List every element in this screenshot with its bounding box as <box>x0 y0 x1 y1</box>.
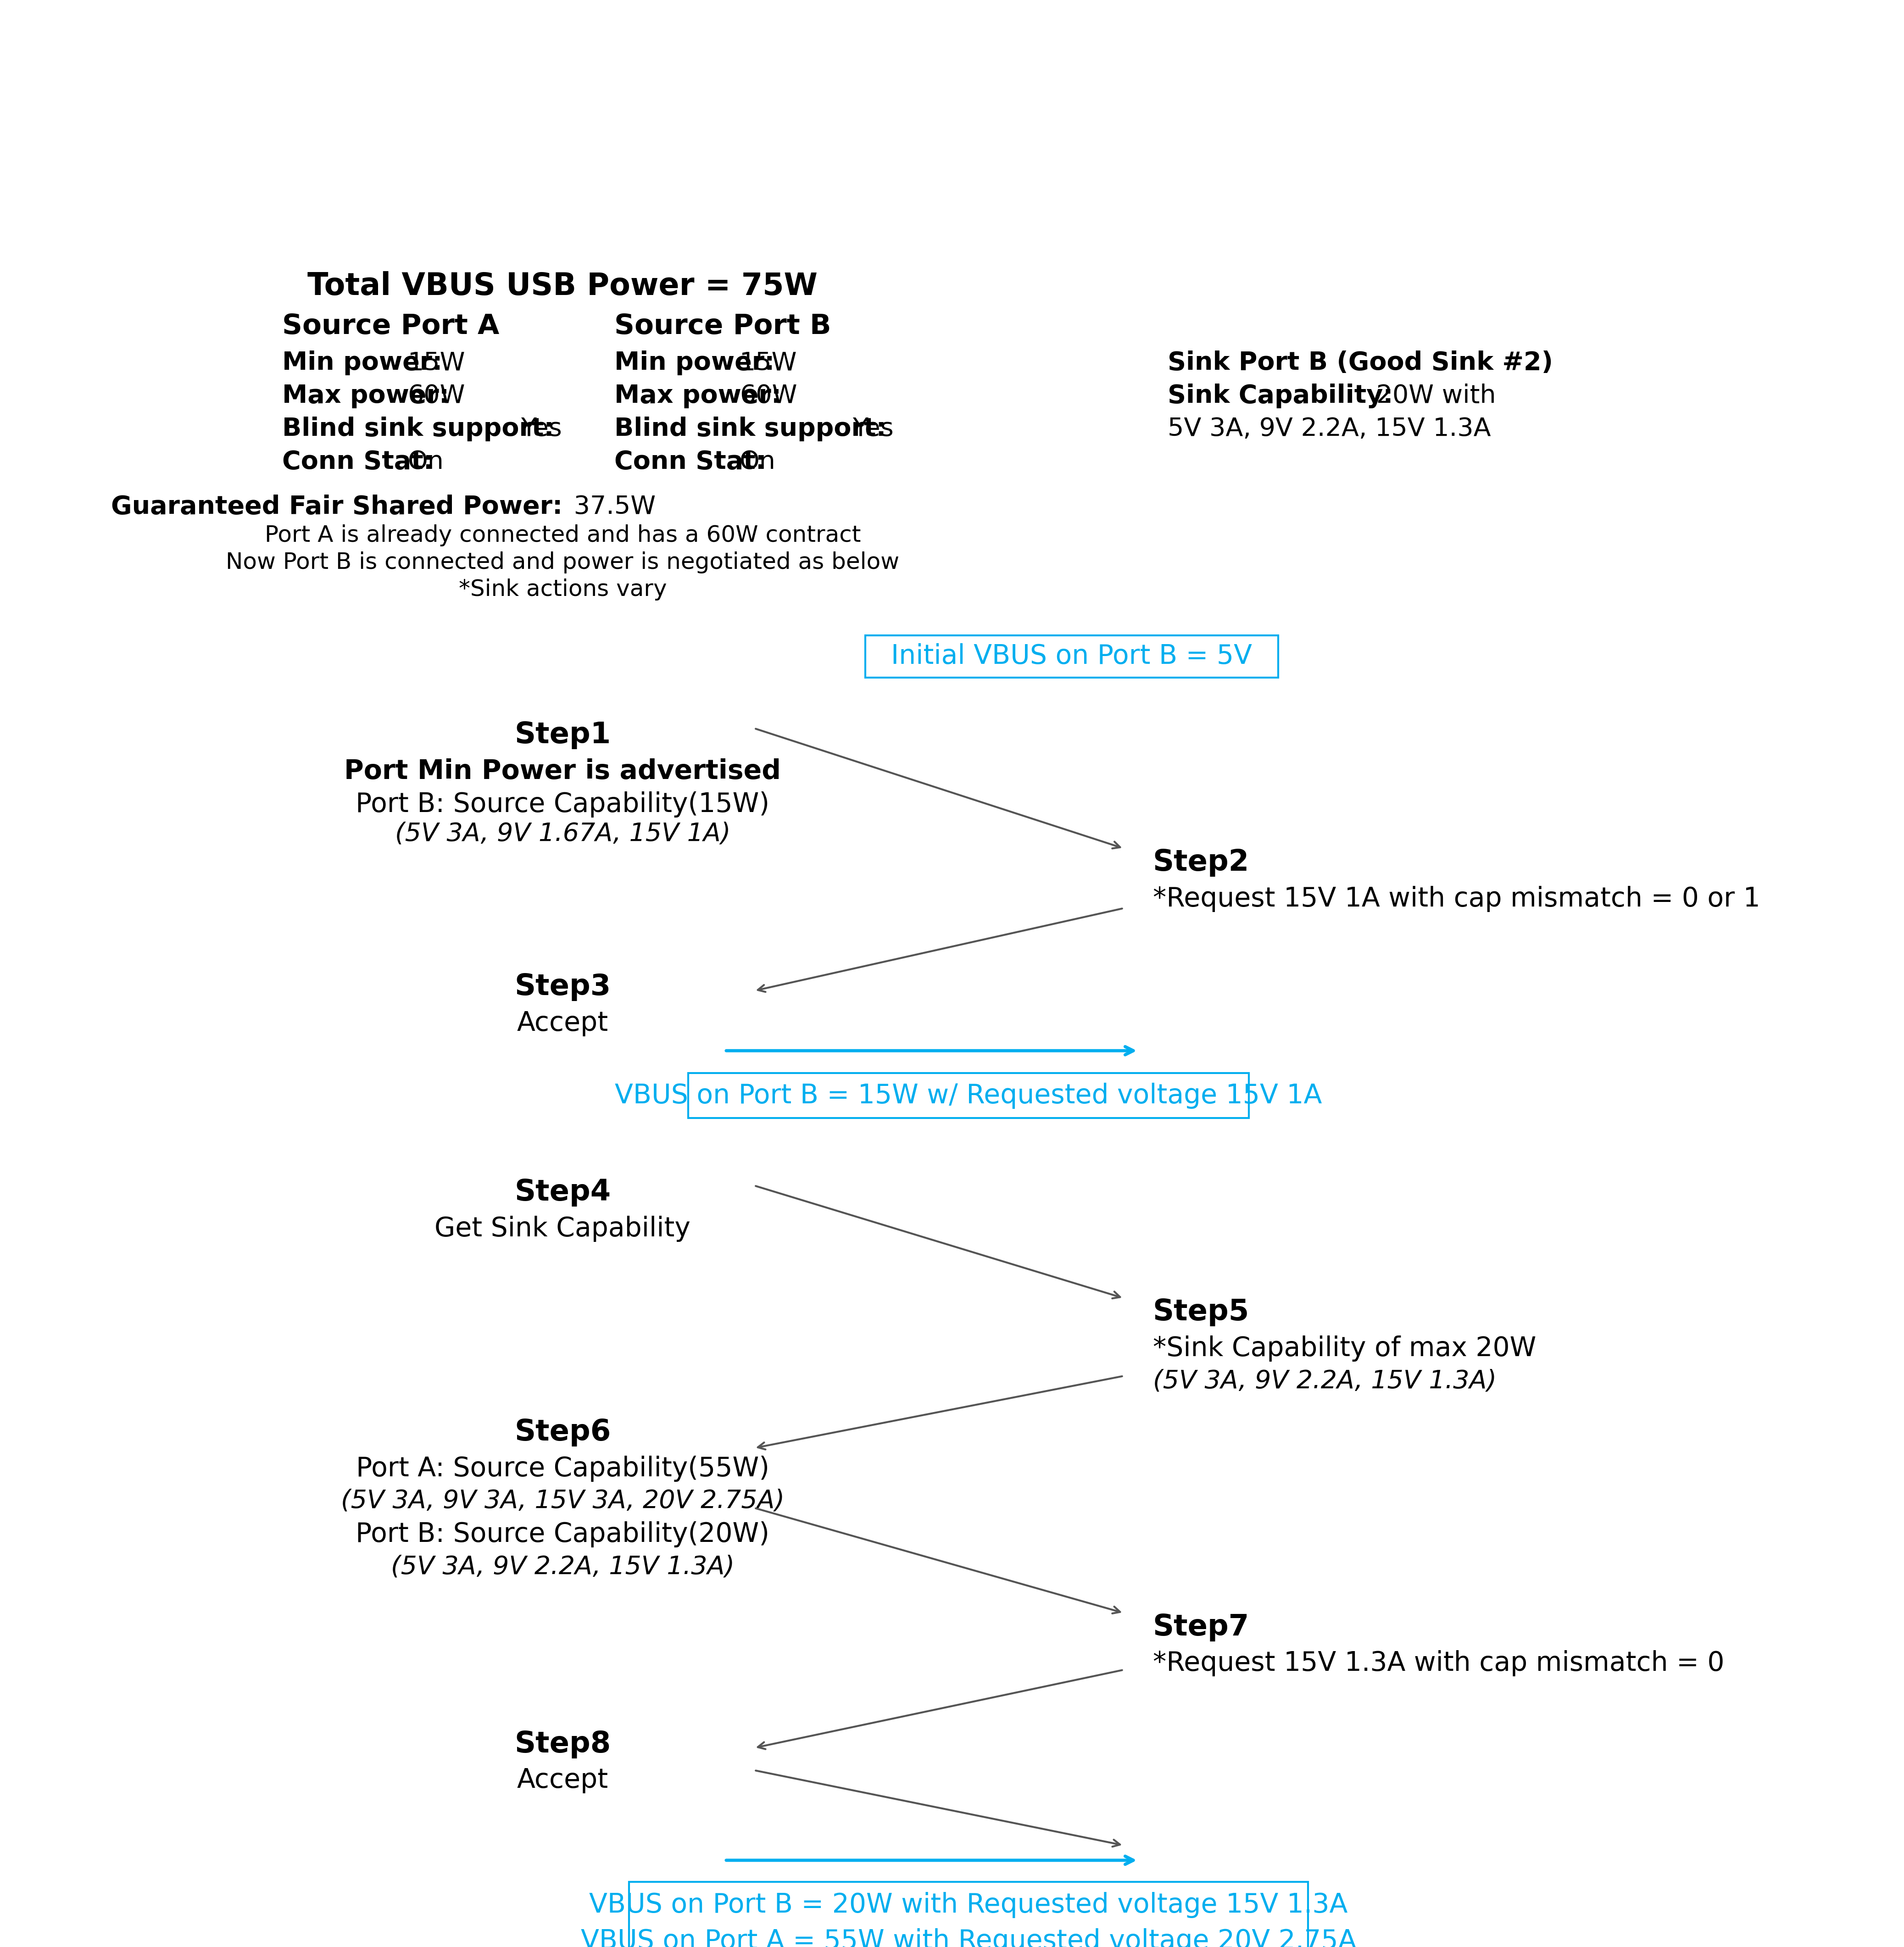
Bar <box>687 1073 1249 1118</box>
Text: Step8: Step8 <box>514 1729 611 1758</box>
Text: Max power:: Max power: <box>615 384 781 409</box>
Text: Now Port B is connected and power is negotiated as below: Now Port B is connected and power is neg… <box>227 551 899 574</box>
Text: Accept: Accept <box>518 1768 607 1793</box>
Text: 20W with: 20W with <box>1369 384 1497 409</box>
Text: (5V 3A, 9V 3A, 15V 3A, 20V 2.75A): (5V 3A, 9V 3A, 15V 3A, 20V 2.75A) <box>341 1488 784 1513</box>
Text: Source Port A: Source Port A <box>282 313 499 341</box>
Text: Port A is already connected and has a 60W contract: Port A is already connected and has a 60… <box>265 524 861 547</box>
Text: Port Min Power is advertised: Port Min Power is advertised <box>345 759 781 785</box>
Text: Yes: Yes <box>520 417 562 442</box>
Bar <box>628 1883 1308 1947</box>
Text: 60W: 60W <box>739 384 798 409</box>
Text: 15W: 15W <box>739 350 798 376</box>
Text: (5V 3A, 9V 2.2A, 15V 1.3A): (5V 3A, 9V 2.2A, 15V 1.3A) <box>1152 1369 1497 1392</box>
Text: 37.5W: 37.5W <box>565 495 655 520</box>
Text: Total VBUS USB Power = 75W: Total VBUS USB Power = 75W <box>308 271 817 302</box>
Text: Accept: Accept <box>518 1010 607 1036</box>
Text: 5V 3A, 9V 2.2A, 15V 1.3A: 5V 3A, 9V 2.2A, 15V 1.3A <box>1167 417 1491 442</box>
Text: Conn Stat:: Conn Stat: <box>282 450 434 475</box>
Text: *Request 15V 1.3A with cap mismatch = 0: *Request 15V 1.3A with cap mismatch = 0 <box>1152 1651 1725 1676</box>
Text: VBUS on Port B = 20W with Requested voltage 15V 1.3A: VBUS on Port B = 20W with Requested volt… <box>588 1892 1348 1918</box>
Text: Step2: Step2 <box>1152 849 1249 876</box>
Text: Guaranteed Fair Shared Power:: Guaranteed Fair Shared Power: <box>110 495 564 520</box>
Text: Initial VBUS on Port B = 5V: Initial VBUS on Port B = 5V <box>891 643 1253 670</box>
Text: Step3: Step3 <box>514 974 611 1001</box>
Text: (5V 3A, 9V 1.67A, 15V 1A): (5V 3A, 9V 1.67A, 15V 1A) <box>394 822 731 845</box>
Text: Source Port B: Source Port B <box>615 313 830 341</box>
Text: Port A: Source Capability(55W): Port A: Source Capability(55W) <box>356 1456 769 1482</box>
Text: Port B: Source Capability(15W): Port B: Source Capability(15W) <box>356 790 769 818</box>
Bar <box>864 635 1278 678</box>
Text: Step1: Step1 <box>514 720 611 750</box>
Text: Conn Stat:: Conn Stat: <box>615 450 765 475</box>
Text: Sink Port B (Good Sink #2): Sink Port B (Good Sink #2) <box>1167 350 1554 376</box>
Text: *Sink Capability of max 20W: *Sink Capability of max 20W <box>1152 1336 1537 1361</box>
Text: Step6: Step6 <box>514 1417 611 1447</box>
Text: Port B: Source Capability(20W): Port B: Source Capability(20W) <box>356 1521 769 1548</box>
Text: Get Sink Capability: Get Sink Capability <box>434 1215 691 1242</box>
Text: 60W: 60W <box>407 384 465 409</box>
Text: Yes: Yes <box>853 417 893 442</box>
Text: Min power:: Min power: <box>282 350 442 376</box>
Text: Blind sink support:: Blind sink support: <box>282 417 554 442</box>
Text: Step5: Step5 <box>1152 1299 1249 1326</box>
Text: On: On <box>407 450 444 475</box>
Text: 15W: 15W <box>407 350 465 376</box>
Text: Max power:: Max power: <box>282 384 449 409</box>
Text: Step4: Step4 <box>514 1178 611 1207</box>
Text: Min power:: Min power: <box>615 350 775 376</box>
Text: VBUS on Port A = 55W with Requested voltage 20V 2.75A: VBUS on Port A = 55W with Requested volt… <box>581 1928 1356 1947</box>
Text: On: On <box>739 450 777 475</box>
Text: *Sink actions vary: *Sink actions vary <box>459 578 666 600</box>
Text: Step7: Step7 <box>1152 1612 1249 1641</box>
Text: VBUS on Port B = 15W w/ Requested voltage 15V 1A: VBUS on Port B = 15W w/ Requested voltag… <box>615 1083 1321 1108</box>
Text: Sink Capability:: Sink Capability: <box>1167 384 1394 409</box>
Text: (5V 3A, 9V 2.2A, 15V 1.3A): (5V 3A, 9V 2.2A, 15V 1.3A) <box>390 1554 735 1579</box>
Text: Blind sink support:: Blind sink support: <box>615 417 885 442</box>
Text: *Request 15V 1A with cap mismatch = 0 or 1: *Request 15V 1A with cap mismatch = 0 or… <box>1152 886 1759 911</box>
